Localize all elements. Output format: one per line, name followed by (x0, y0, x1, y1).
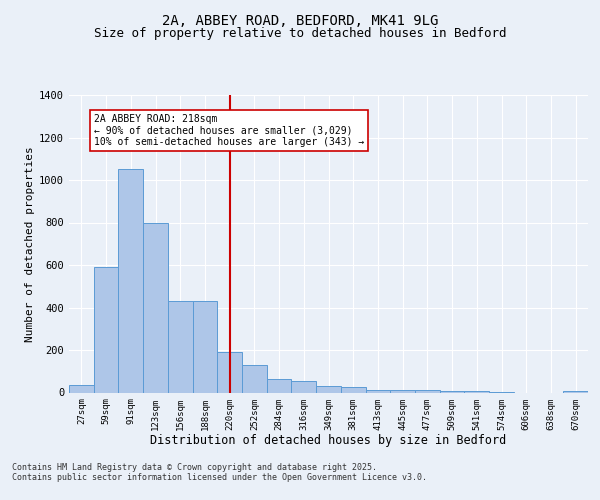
Bar (365, 390, 390, 392)
Bar (292, 381, 316, 392)
Text: Contains HM Land Registry data © Crown copyright and database right 2025.
Contai: Contains HM Land Registry data © Crown c… (12, 462, 427, 482)
Bar (143, 222, 168, 392)
Bar (168, 301, 193, 392)
Text: Size of property relative to detached houses in Bedford: Size of property relative to detached ho… (94, 28, 506, 40)
Bar (267, 378, 292, 392)
Bar (390, 390, 415, 392)
Bar (118, 170, 143, 392)
Bar (193, 301, 217, 392)
Bar (415, 390, 440, 392)
Bar (316, 386, 341, 392)
Bar (94, 267, 118, 392)
Bar (242, 365, 267, 392)
X-axis label: Distribution of detached houses by size in Bedford: Distribution of detached houses by size … (151, 434, 506, 447)
Bar (69, 385, 94, 392)
Bar (341, 387, 365, 392)
Text: 2A, ABBEY ROAD, BEDFORD, MK41 9LG: 2A, ABBEY ROAD, BEDFORD, MK41 9LG (162, 14, 438, 28)
Y-axis label: Number of detached properties: Number of detached properties (25, 146, 35, 342)
Text: 2A ABBEY ROAD: 218sqm
← 90% of detached houses are smaller (3,029)
10% of semi-d: 2A ABBEY ROAD: 218sqm ← 90% of detached … (94, 114, 364, 148)
Bar (217, 352, 242, 393)
